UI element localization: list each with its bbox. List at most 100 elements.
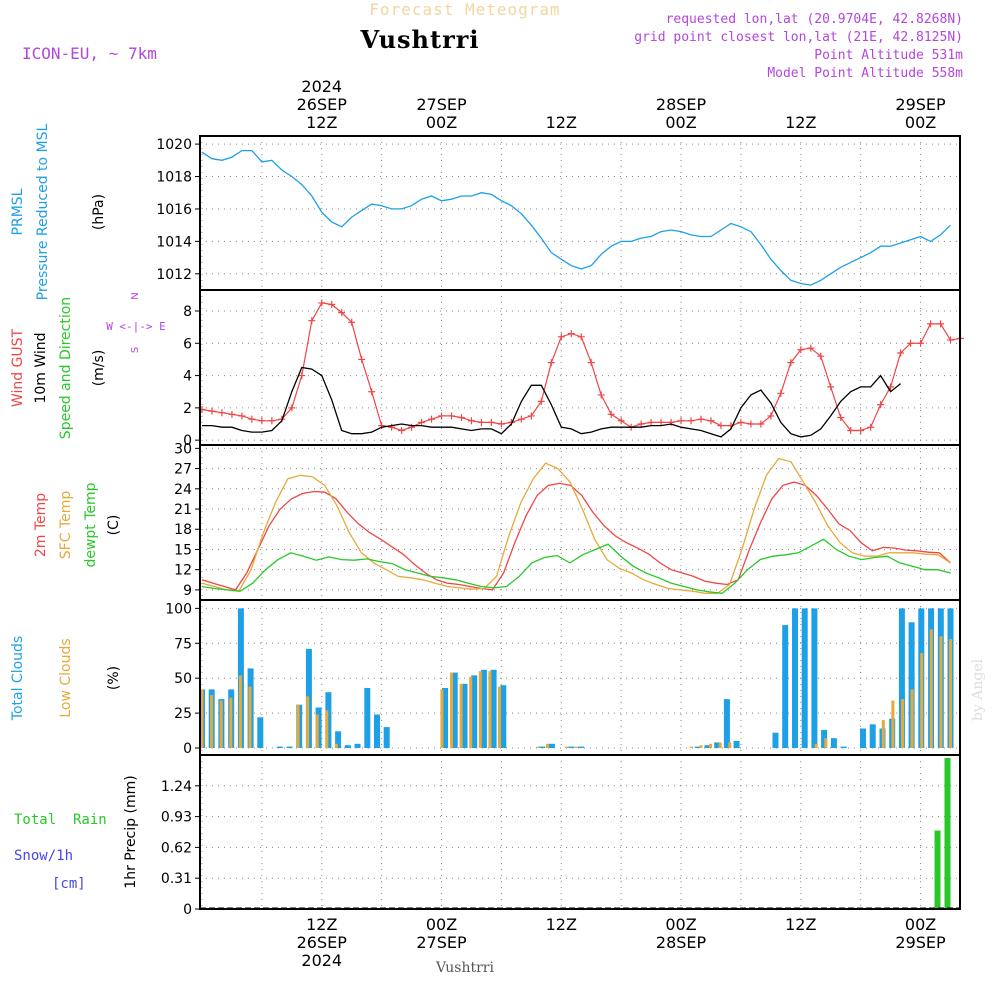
y-tick-label: 0: [183, 902, 192, 918]
location-title: Vushtrri: [360, 25, 480, 54]
clouds-unit: (%): [106, 666, 122, 690]
panel-temperature: 9 12 15 18 21 24 27 30: [174, 441, 961, 601]
low-cloud-bar: [814, 743, 818, 748]
total-cloud-bar: [548, 743, 555, 748]
low-cloud-bar: [219, 700, 223, 748]
gust-point: [537, 397, 545, 405]
gust-point: [617, 417, 625, 425]
total-cloud-bar: [286, 746, 293, 748]
total-cloud-bar: [772, 732, 779, 749]
gust-point: [677, 417, 685, 425]
gust-point: [857, 426, 865, 434]
y-tick-label: 1014: [156, 234, 192, 250]
total-cloud-bar: [860, 728, 866, 748]
top-time-label: 28SEP: [656, 95, 707, 114]
gust-point: [467, 417, 475, 425]
y-tick-label: 0.93: [161, 810, 192, 826]
gust-point: [877, 401, 885, 409]
compass-n: N: [130, 292, 141, 299]
gust-point: [258, 417, 266, 425]
wind-unit: (m/s): [91, 350, 107, 387]
y-tick-label: 6: [183, 336, 192, 352]
gust-point: [527, 412, 535, 420]
low-cloud-bar: [440, 689, 444, 748]
low-cloud-bar: [325, 710, 329, 748]
product-title: Forecast Meteogram: [369, 0, 560, 19]
low-clouds-label: Low Clouds: [58, 638, 74, 717]
gust-point: [338, 309, 346, 317]
model-label: ICON-EU, ~ 7km: [22, 44, 157, 63]
gust-point: [288, 404, 296, 412]
y-tick-label: 1016: [156, 202, 192, 218]
bottom-time-label: 00Z: [426, 915, 457, 934]
y-tick-label: 15: [174, 542, 192, 558]
gust-point: [587, 359, 595, 367]
y-tick-label: 4: [183, 369, 192, 385]
gust-point: [947, 336, 954, 344]
low-cloud-bar: [536, 746, 540, 748]
sfc-temp-label: SFC Temp: [58, 491, 74, 560]
y-tick-label: 50: [174, 671, 192, 687]
y-tick-label: 1.24: [161, 779, 192, 795]
gust-point: [647, 418, 655, 426]
precipitation-background: [200, 755, 960, 909]
gust-point: [358, 355, 366, 363]
low-cloud-bar: [728, 742, 732, 748]
low-cloud-bar: [574, 746, 578, 748]
gust-point: [937, 320, 945, 328]
top-time-label: 26SEP: [297, 95, 348, 114]
gust-point: [238, 412, 246, 420]
gust-point: [268, 417, 276, 425]
wind-direction-label: Speed and Direction: [58, 297, 74, 439]
gust-point: [438, 412, 446, 420]
gust-point: [667, 418, 675, 426]
gust-point: [298, 372, 306, 380]
total-cloud-bar: [898, 608, 905, 748]
wind-10m-label: 10m Wind: [33, 332, 49, 403]
gust-point: [927, 320, 935, 328]
total-cloud-bar: [578, 746, 585, 748]
top-time-label: 12Z: [785, 113, 816, 132]
y-tick-label: 21: [174, 502, 192, 518]
total-rain-label: Total Rain: [14, 812, 107, 828]
total-cloud-bar: [568, 746, 575, 748]
panel-precipitation: 0 0.31 0.62 0.93 1.24: [161, 754, 961, 918]
y-tick-label: 75: [174, 636, 192, 652]
gust-point: [218, 409, 226, 417]
low-cloud-bar: [910, 689, 914, 748]
low-cloud-bar: [478, 671, 482, 748]
total-cloud-bar: [354, 743, 361, 748]
gust-point: [308, 317, 316, 325]
gust-point: [827, 383, 835, 391]
low-cloud-bar: [229, 697, 233, 748]
y-tick-label: 2: [183, 401, 192, 417]
gust-point: [567, 330, 575, 338]
total-cloud-bar: [442, 688, 448, 748]
gust-point: [847, 426, 855, 434]
y-tick-label: 25: [174, 706, 192, 722]
low-cloud-bar: [469, 676, 473, 748]
total-cloud-bar: [782, 625, 789, 748]
gust-point: [497, 420, 505, 428]
footer-location: Vushtrri: [435, 960, 494, 976]
low-cloud-bar: [891, 700, 895, 748]
total-cloud-bar: [801, 608, 808, 748]
gust-point: [867, 423, 875, 431]
low-cloud-bar: [939, 636, 943, 748]
total-cloud-bar: [480, 669, 487, 748]
gust-point: [767, 412, 775, 420]
low-cloud-bar: [296, 704, 300, 748]
gust-point: [697, 415, 705, 423]
gust-point: [577, 333, 585, 341]
total-cloud-bar: [364, 688, 371, 748]
total-cloud-bar: [811, 608, 818, 748]
y-tick-label: 0.31: [161, 871, 192, 887]
gust-point: [457, 414, 465, 422]
total-cloud-bar: [383, 727, 390, 748]
total-clouds-label: Total Clouds: [10, 636, 26, 721]
top-time-label: 29SEP: [895, 95, 946, 114]
low-cloud-bar: [718, 742, 722, 748]
sfc-temp-line: [201, 457, 951, 594]
point-altitude: Point Altitude 531m: [814, 48, 963, 63]
low-cloud-bar: [334, 743, 338, 748]
